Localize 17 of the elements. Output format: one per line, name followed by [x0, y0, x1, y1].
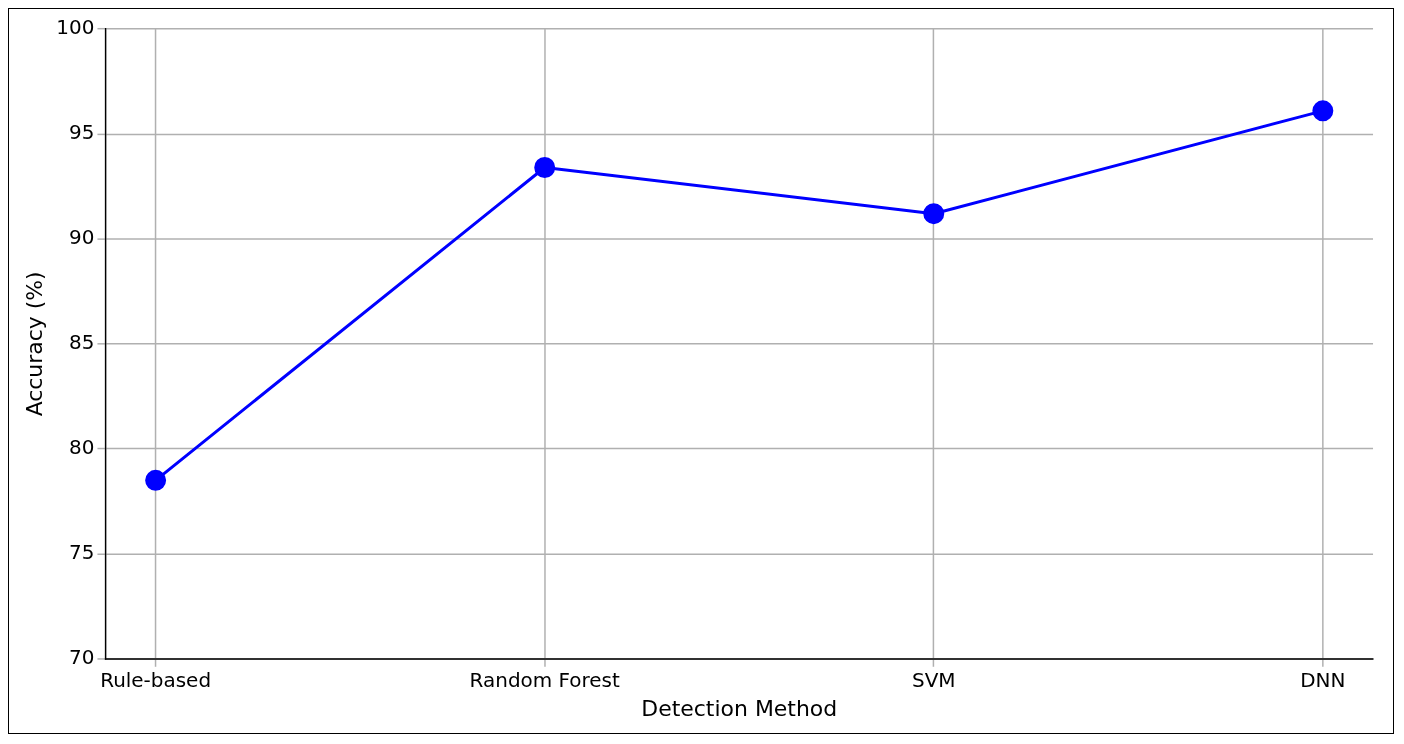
y-tick-label: 75 [69, 540, 95, 565]
y-tick-label: 95 [69, 120, 95, 145]
x-tick-label: Random Forest [469, 667, 620, 692]
y-tick-label: 90 [69, 225, 95, 250]
y-tick-label: 70 [69, 645, 95, 669]
y-tick-label: 85 [69, 330, 95, 355]
point [534, 157, 556, 178]
y-tick-label: 80 [69, 435, 95, 460]
x-axis-title: Detection Method [641, 695, 838, 721]
x-tick-label: DNN [1300, 667, 1346, 692]
point [1312, 100, 1334, 122]
x-tick-label: SVM [912, 667, 956, 692]
x-tick-label: Rule-based [100, 667, 212, 692]
point [145, 469, 167, 491]
point [923, 203, 945, 225]
y-tick-label: 100 [56, 15, 95, 40]
y-axis-title: Accuracy (%) [21, 271, 47, 417]
